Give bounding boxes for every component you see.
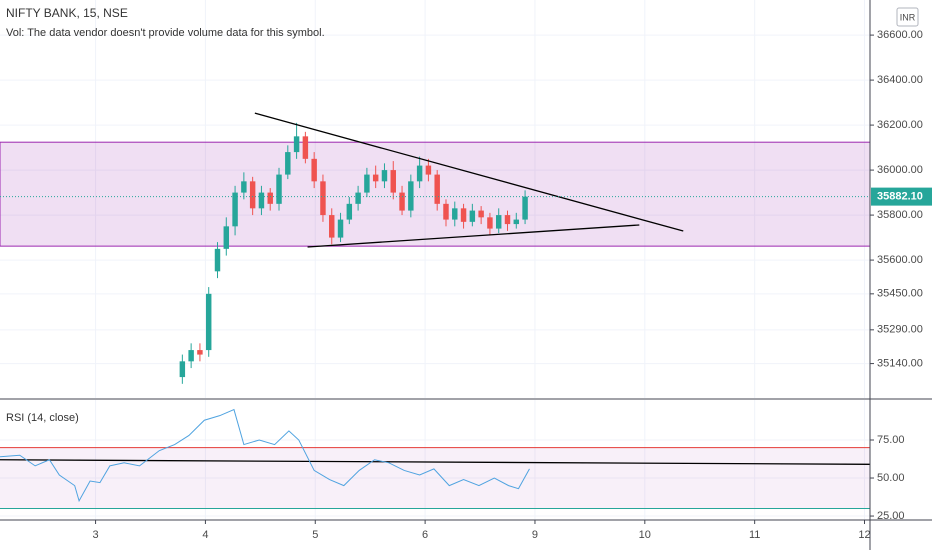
axes: 35140.0035290.0035450.0035600.0035800.00… bbox=[93, 29, 932, 541]
y-tick-label: 35800.00 bbox=[877, 209, 923, 221]
candle-body bbox=[487, 217, 493, 229]
y-tick-label: 25.00 bbox=[877, 510, 905, 522]
x-tick-label: 12 bbox=[858, 529, 870, 541]
trend-line bbox=[0, 459, 870, 465]
candle-body bbox=[267, 192, 273, 204]
candle-body bbox=[337, 219, 344, 238]
y-tick-label: 50.00 bbox=[877, 472, 905, 484]
candle-body bbox=[478, 210, 484, 218]
candle-body bbox=[320, 181, 326, 216]
x-tick-label: 6 bbox=[422, 529, 428, 541]
x-tick-label: 5 bbox=[312, 529, 318, 541]
candle-body bbox=[364, 174, 370, 193]
candle-body bbox=[504, 215, 511, 225]
last-price-tag bbox=[871, 187, 932, 206]
y-tick-label: 35450.00 bbox=[877, 288, 923, 300]
y-tick-label: 36400.00 bbox=[877, 74, 923, 86]
candle-body bbox=[249, 181, 256, 209]
x-tick-label: 3 bbox=[93, 529, 99, 541]
candle-body bbox=[425, 165, 432, 175]
candle-body bbox=[188, 350, 194, 362]
candle-body bbox=[443, 203, 449, 220]
candle-body bbox=[390, 170, 396, 193]
candle-body bbox=[495, 215, 502, 229]
candle-body bbox=[416, 165, 423, 182]
candle-body bbox=[399, 192, 405, 211]
trend-line bbox=[254, 112, 684, 232]
x-tick-label: 9 bbox=[532, 529, 538, 541]
currency[interactable]: INR bbox=[900, 12, 916, 22]
x-tick-label: 11 bbox=[749, 529, 760, 541]
currency-box[interactable] bbox=[896, 7, 919, 27]
candle-body bbox=[469, 210, 476, 222]
candle-body bbox=[372, 174, 379, 182]
last-price-label: 35882.10 bbox=[877, 191, 923, 203]
trend-line bbox=[307, 224, 640, 248]
rsi-line bbox=[0, 408, 530, 503]
candle-body bbox=[223, 226, 230, 249]
candle-body bbox=[460, 208, 467, 222]
candle-body bbox=[241, 181, 247, 193]
candle-body bbox=[232, 192, 238, 227]
rsi-band bbox=[0, 447, 870, 509]
y-tick-label: 35140.00 bbox=[877, 357, 923, 369]
symbol-title: NIFTY BANK, 15, NSE bbox=[6, 6, 128, 20]
candle-body bbox=[311, 158, 317, 182]
candle-body bbox=[302, 136, 309, 159]
candle-body bbox=[329, 215, 335, 238]
candle-body bbox=[258, 192, 265, 209]
y-tick-label: 35600.00 bbox=[877, 254, 923, 266]
candle-body bbox=[214, 248, 221, 272]
candle-body bbox=[513, 219, 520, 225]
candle-body bbox=[293, 136, 300, 153]
candle-body bbox=[346, 203, 353, 220]
candle-body bbox=[205, 293, 212, 351]
y-tick-label: 75.00 bbox=[877, 434, 905, 446]
candle-body bbox=[285, 152, 291, 175]
price-pane bbox=[0, 0, 870, 398]
y-tick-label: 35290.00 bbox=[877, 324, 923, 336]
y-tick-label: 36600.00 bbox=[877, 29, 923, 41]
candle-body bbox=[434, 174, 440, 204]
volume-note: Vol: The data vendor doesn't provide vol… bbox=[6, 27, 325, 39]
y-tick-label: 36200.00 bbox=[877, 119, 923, 131]
candle-body bbox=[522, 196, 528, 220]
candle-body bbox=[381, 170, 388, 182]
rsi-pane bbox=[0, 400, 870, 520]
candle-body bbox=[408, 181, 414, 211]
y-tick-label: 36000.00 bbox=[877, 164, 923, 176]
x-tick-label: 4 bbox=[202, 529, 208, 541]
rsi-title: RSI (14, close) bbox=[6, 412, 79, 424]
x-tick-label: 10 bbox=[639, 529, 651, 541]
candle-body bbox=[276, 174, 282, 204]
candle-body bbox=[197, 350, 203, 355]
candle-body bbox=[179, 361, 186, 378]
candle-body bbox=[452, 208, 458, 220]
candle-body bbox=[355, 192, 361, 204]
